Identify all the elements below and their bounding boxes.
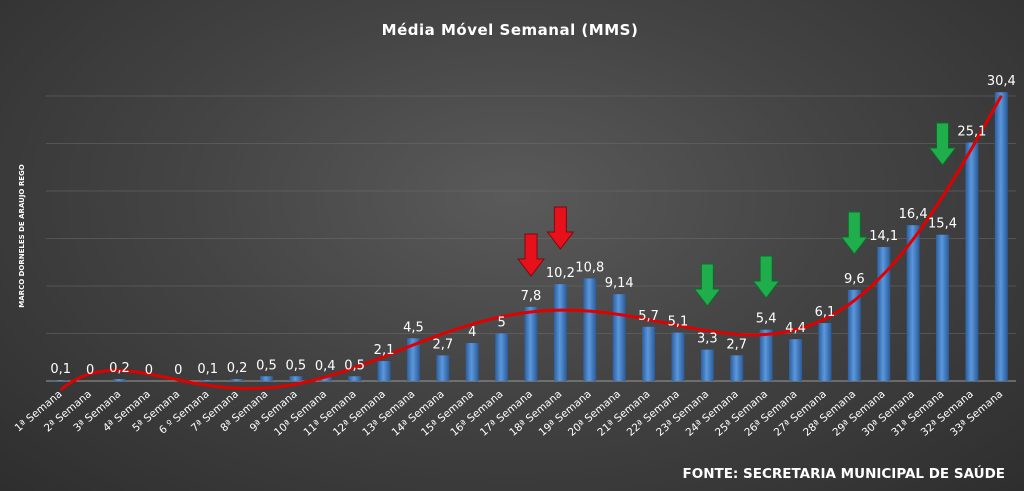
bar: [553, 284, 567, 381]
data-label: 0: [174, 363, 182, 378]
source-note: FONTE: SECRETARIA MUNICIPAL DE SAÚDE: [683, 464, 1006, 482]
bar: [436, 355, 450, 381]
data-label: 3,3: [697, 332, 718, 347]
data-label: 4,4: [785, 321, 806, 336]
bar: [583, 278, 597, 381]
bar: [700, 349, 714, 381]
bar: [642, 326, 656, 381]
bar: [259, 376, 273, 381]
bar: [465, 343, 479, 381]
data-label: 16,4: [899, 207, 928, 222]
data-label: 10,8: [575, 260, 604, 275]
bar: [759, 329, 773, 381]
y-axis-label: MARCO DORNELES DE ARAUJO REGO: [18, 164, 26, 307]
down-arrow-icon: [840, 211, 869, 255]
bar: [406, 338, 420, 381]
bar: [54, 380, 68, 381]
data-label: 0: [86, 363, 94, 378]
bar: [318, 377, 332, 381]
bar: [230, 379, 244, 381]
data-label: 30,4: [987, 74, 1016, 89]
bar: [201, 380, 215, 381]
data-label: 0,5: [286, 358, 307, 373]
data-label: 5: [497, 316, 505, 331]
data-label: 0,2: [227, 361, 248, 376]
data-label: 5,4: [756, 312, 777, 327]
x-tick-label: 33ª Semana: [948, 388, 1005, 439]
bar: [877, 247, 891, 381]
data-label: 0,4: [315, 359, 336, 374]
bar: [818, 323, 832, 381]
data-label: 2,7: [432, 337, 453, 352]
data-label: 0,5: [344, 358, 365, 373]
bar: [671, 332, 685, 381]
data-label: 4,5: [403, 320, 424, 335]
data-label: 0,1: [197, 362, 218, 377]
bar: [965, 142, 979, 381]
data-label: 14,1: [869, 229, 898, 244]
bar: [348, 376, 362, 381]
data-label: 5,1: [668, 315, 689, 330]
down-arrow-icon: [928, 122, 957, 166]
data-labels: 0,1 0 0,2 0 0 0,1 0,2 0,5 0,5 0,4 0,5 2,1 4,5 2,7 4 5 7,…: [50, 74, 1015, 378]
bar: [789, 339, 803, 381]
bar: [730, 355, 744, 381]
bar: [112, 379, 126, 381]
data-label: 0,1: [50, 362, 71, 377]
arrow-annotations: [516, 122, 957, 307]
bar: [612, 294, 626, 381]
bar: [906, 225, 920, 381]
data-label: 9,6: [844, 272, 865, 287]
data-label: 7,8: [521, 289, 542, 304]
data-label: 4: [468, 325, 476, 340]
bar: [377, 361, 391, 381]
data-label: 0,5: [256, 358, 277, 373]
data-label: 9,14: [605, 276, 634, 291]
trendline-path: [59, 94, 1003, 391]
data-label: 2,1: [374, 343, 395, 358]
data-label: 25,1: [957, 125, 986, 140]
data-label: 15,4: [928, 217, 957, 232]
bar: [524, 306, 538, 381]
chart-title: Média Móvel Semanal (MMS): [382, 21, 639, 39]
down-arrow-icon: [752, 255, 781, 299]
bars: [54, 92, 1008, 381]
trendline: [59, 94, 1003, 391]
data-label: 0: [145, 363, 153, 378]
data-label: 10,2: [546, 266, 575, 281]
bar: [289, 376, 303, 381]
down-arrow-icon: [546, 206, 575, 250]
down-arrow-icon: [516, 233, 546, 277]
bar: [495, 333, 509, 381]
down-arrow-icon: [693, 263, 722, 307]
data-label: 6,1: [815, 305, 836, 320]
bar: [847, 289, 861, 381]
bar: [936, 234, 950, 381]
data-label: 5,7: [638, 309, 659, 324]
bar: [994, 92, 1008, 381]
data-label: 0,2: [109, 361, 130, 376]
data-label: 2,7: [726, 337, 747, 352]
